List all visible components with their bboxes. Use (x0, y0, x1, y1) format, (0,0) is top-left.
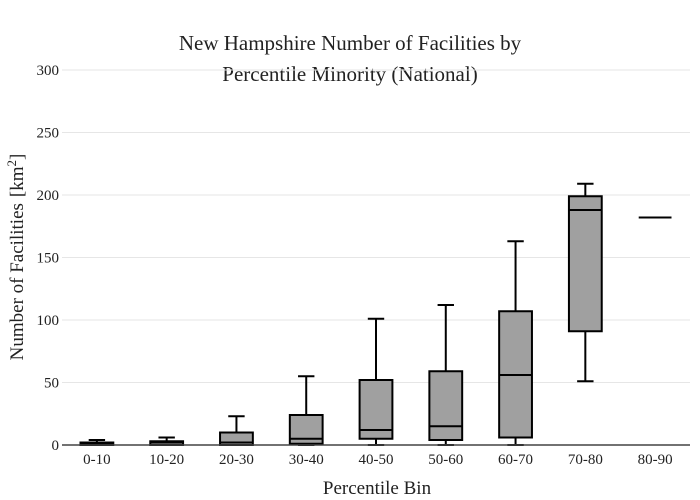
chart-title-line-1: New Hampshire Number of Facilities by (179, 31, 522, 55)
y-tick-label: 100 (37, 313, 60, 329)
y-axis-title-unit-open: [ (7, 191, 28, 197)
x-tick-label: 40-50 (359, 452, 394, 468)
interquartile-box (567, 195, 603, 333)
y-axis-title-unit-close: ] (7, 154, 28, 160)
x-axis-tick-labels: 0-10 10-20 20-30 30-40 40-50 50-60 60-70 70-80 8… (83, 452, 672, 468)
x-tick-label: 10-20 (149, 452, 184, 468)
x-tick-label: 30-40 (289, 452, 324, 468)
x-tick-label: 0-10 (83, 452, 111, 468)
chart-title: New Hampshire Number of Facilities by Pe… (179, 31, 522, 86)
y-tick-label: 0 (52, 438, 60, 454)
y-tick-label: 300 (37, 63, 60, 79)
y-axis-tick-labels: 0 50 100 150 200 250 300 (37, 63, 60, 454)
chart-title-line-2: Percentile Minority (National) (222, 62, 477, 86)
interquartile-box (358, 379, 394, 440)
y-tick-label: 200 (37, 188, 60, 204)
y-tick-label: 150 (37, 251, 60, 267)
y-axis-title: Number of Facilities [km2] (4, 154, 28, 361)
box-20-30 (219, 415, 254, 446)
y-tick-label: 50 (44, 376, 59, 392)
y-axis-title-main: Number of Facilities (7, 203, 28, 360)
x-tick-label: 60-70 (498, 452, 533, 468)
y-axis-title-unit-sup: 2 (4, 160, 19, 167)
box-series (79, 182, 672, 446)
x-tick-label: 20-30 (219, 452, 254, 468)
x-tick-label: 80-90 (638, 452, 673, 468)
x-axis-title: Percentile Bin (323, 478, 432, 499)
x-tick-label: 50-60 (428, 452, 463, 468)
box-50-60 (428, 304, 464, 446)
box-60-70 (498, 240, 533, 446)
x-tick-label: 70-80 (568, 452, 603, 468)
box-10-20 (149, 436, 185, 446)
box-40-50 (358, 317, 394, 446)
y-tick-label: 250 (37, 126, 60, 142)
interquartile-box (428, 370, 464, 441)
box-30-40 (288, 375, 324, 446)
y-axis-title-unit: km (7, 166, 28, 191)
y-gridlines (62, 69, 690, 383)
box-70-80 (567, 182, 603, 383)
